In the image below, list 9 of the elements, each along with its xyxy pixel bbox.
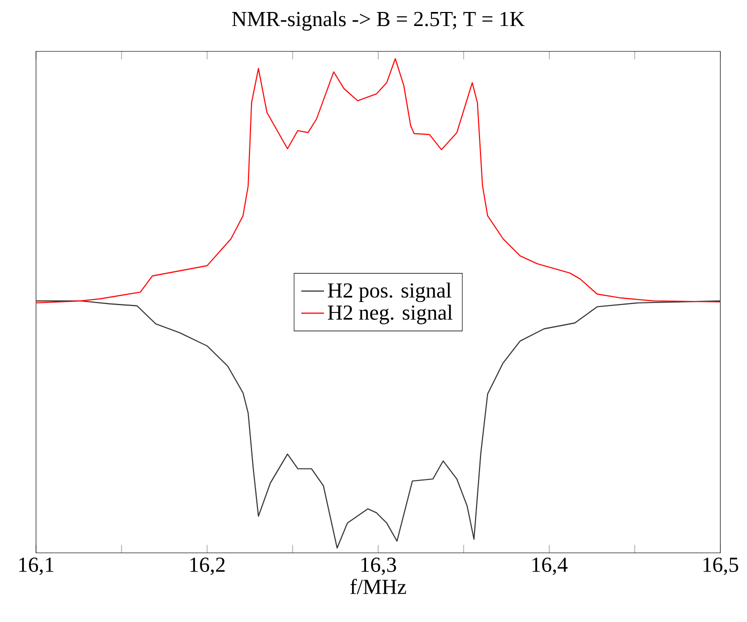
x-tick-label: 16,2 bbox=[190, 558, 225, 575]
x-axis-title: f/MHz bbox=[350, 578, 406, 594]
x-tick-label: 16,1 bbox=[19, 558, 54, 575]
x-tick-label: 16,4 bbox=[532, 558, 568, 575]
legend-label: H2 neg. signal bbox=[328, 304, 452, 324]
x-tick-label: 16,3 bbox=[361, 558, 396, 575]
chart-title: NMR-signals -> B = 2.5T; T = 1K bbox=[232, 11, 525, 31]
x-tick-label: 16,5 bbox=[704, 558, 738, 575]
legend-label: H2 pos. signal bbox=[328, 282, 452, 302]
